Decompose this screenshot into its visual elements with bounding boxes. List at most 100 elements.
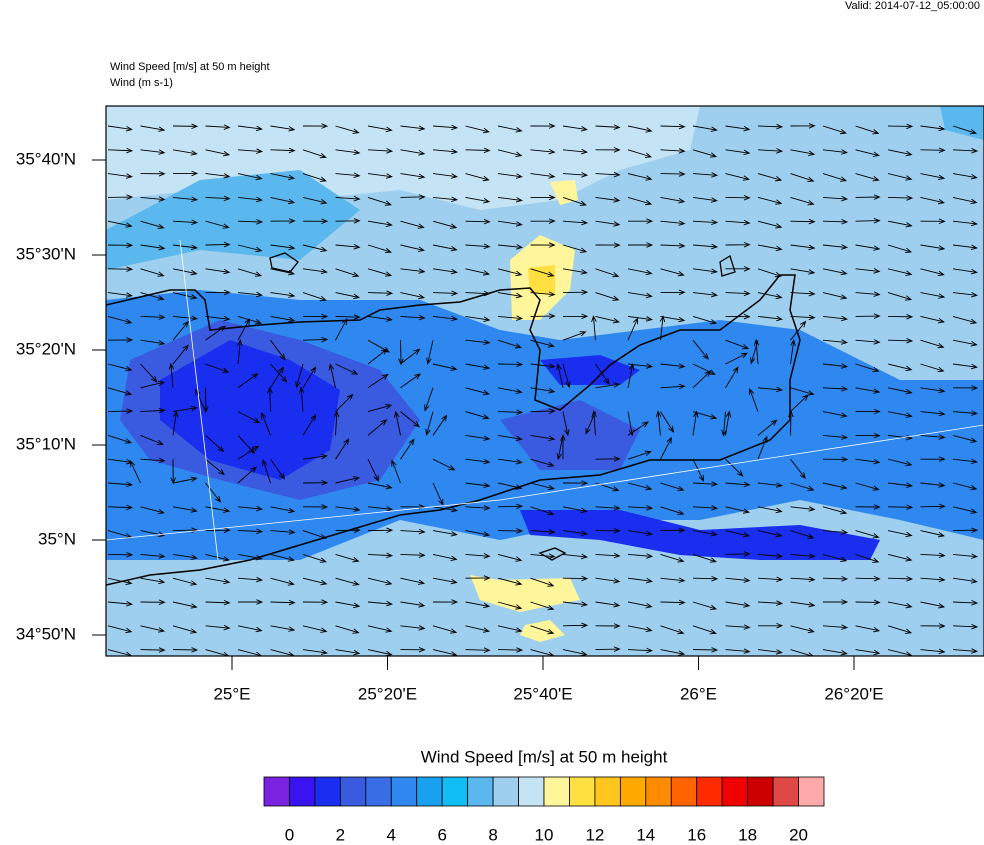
wind-arrow [952, 220, 978, 227]
wind-arrow [530, 506, 555, 516]
wind-arrow [725, 125, 751, 132]
wind-arrow [887, 387, 913, 395]
wind-arrow [725, 410, 732, 436]
wind-arrow [920, 576, 946, 583]
wind-arrow [595, 171, 621, 178]
wind-arrow [400, 149, 426, 156]
wind-arrow [367, 348, 388, 365]
wind-arrow [261, 411, 271, 436]
wind-arrow [855, 408, 881, 415]
wind-arrow [172, 149, 198, 156]
wind-arrow [335, 314, 361, 320]
wind-arrow [822, 434, 849, 440]
wind-arrow [725, 624, 751, 630]
wind-arrow [530, 434, 556, 442]
wind-arrow [920, 530, 946, 538]
wind-arrow [302, 480, 329, 486]
wind-arrow [270, 196, 296, 205]
wind-arrow [627, 421, 649, 436]
wind-arrow [887, 530, 913, 538]
wind-arrow [952, 268, 978, 275]
wind-arrow [270, 173, 296, 181]
wind-arrow [107, 601, 134, 607]
wind-arrow [822, 125, 848, 135]
wind-arrow [237, 268, 263, 277]
colorbar-box [645, 776, 672, 807]
wind-arrow [562, 148, 589, 155]
wind-arrow [335, 218, 361, 224]
wind-arrow [107, 266, 134, 272]
wind-arrow [400, 292, 426, 300]
wind-arrow [530, 482, 555, 491]
wind-arrow [920, 173, 946, 180]
wind-arrow [725, 551, 751, 557]
wind-arrow [725, 149, 751, 156]
wind-arrow [237, 411, 261, 424]
wind-arrow [855, 387, 881, 394]
wind-arrow [595, 220, 621, 227]
wind-arrow [855, 194, 881, 200]
wind-arrow [660, 506, 685, 516]
wind-arrow [107, 194, 134, 200]
colorbar-box [314, 776, 341, 807]
wind-arrow [465, 218, 491, 225]
wind-arrow [398, 340, 404, 366]
wind-arrow [627, 173, 653, 181]
wind-arrow [237, 576, 264, 583]
wind-arrow [107, 481, 134, 488]
wind-arrow [757, 530, 783, 538]
wind-arrow [952, 458, 978, 465]
wind-arrow [367, 244, 393, 254]
wind-arrow [822, 482, 848, 490]
wind-arrow [595, 363, 610, 385]
wind-arrow [432, 414, 448, 436]
wind-arrow [887, 411, 913, 418]
wind-arrow [497, 268, 523, 277]
wind-arrow [394, 410, 401, 436]
wind-arrow [237, 528, 264, 535]
wind-arrow [562, 649, 588, 656]
wind-arrow [270, 363, 288, 383]
wind-arrow [920, 125, 946, 132]
wind-arrow [335, 125, 360, 134]
wind-arrow [855, 363, 880, 373]
wind-arrow [140, 220, 165, 229]
wind-arrow [627, 363, 654, 369]
wind-arrow [822, 244, 849, 250]
wind-arrow [172, 244, 198, 250]
wind-arrow [530, 148, 556, 155]
wind-arrow [465, 196, 491, 204]
lat-label: 35°N [38, 529, 76, 548]
wind-arrow [757, 506, 783, 514]
wind-arrow [887, 504, 914, 510]
wind-arrow [790, 123, 816, 129]
wind-arrow [302, 366, 317, 389]
wind-arrow [822, 529, 849, 535]
wind-arrow [140, 339, 166, 346]
wind-arrow [920, 196, 946, 205]
colorbar-box [263, 776, 290, 807]
wind-arrow [920, 363, 945, 373]
wind-arrow [556, 363, 564, 388]
wind-arrow [595, 315, 620, 324]
wind-arrow [302, 244, 328, 252]
wind-arrow [270, 147, 296, 154]
wind-arrow [237, 445, 260, 460]
wind-arrow [107, 220, 133, 228]
wind-arrow [400, 220, 425, 229]
wind-arrow [855, 244, 881, 251]
lon-label: 26°20'E [824, 684, 883, 703]
wind-arrow [400, 373, 422, 389]
wind-arrow [237, 196, 263, 203]
wind-arrow [855, 504, 881, 510]
wind-arrow [660, 220, 686, 226]
lon-label: 25°40'E [513, 684, 572, 703]
wind-arrow [595, 601, 621, 608]
colorbar-box [441, 776, 469, 807]
wind-arrow [140, 268, 165, 277]
wind-arrow [270, 599, 296, 606]
wind-arrow [887, 220, 913, 228]
wind-arrow [952, 125, 977, 135]
wind-arrow [497, 196, 523, 203]
wind-arrow [757, 600, 784, 606]
